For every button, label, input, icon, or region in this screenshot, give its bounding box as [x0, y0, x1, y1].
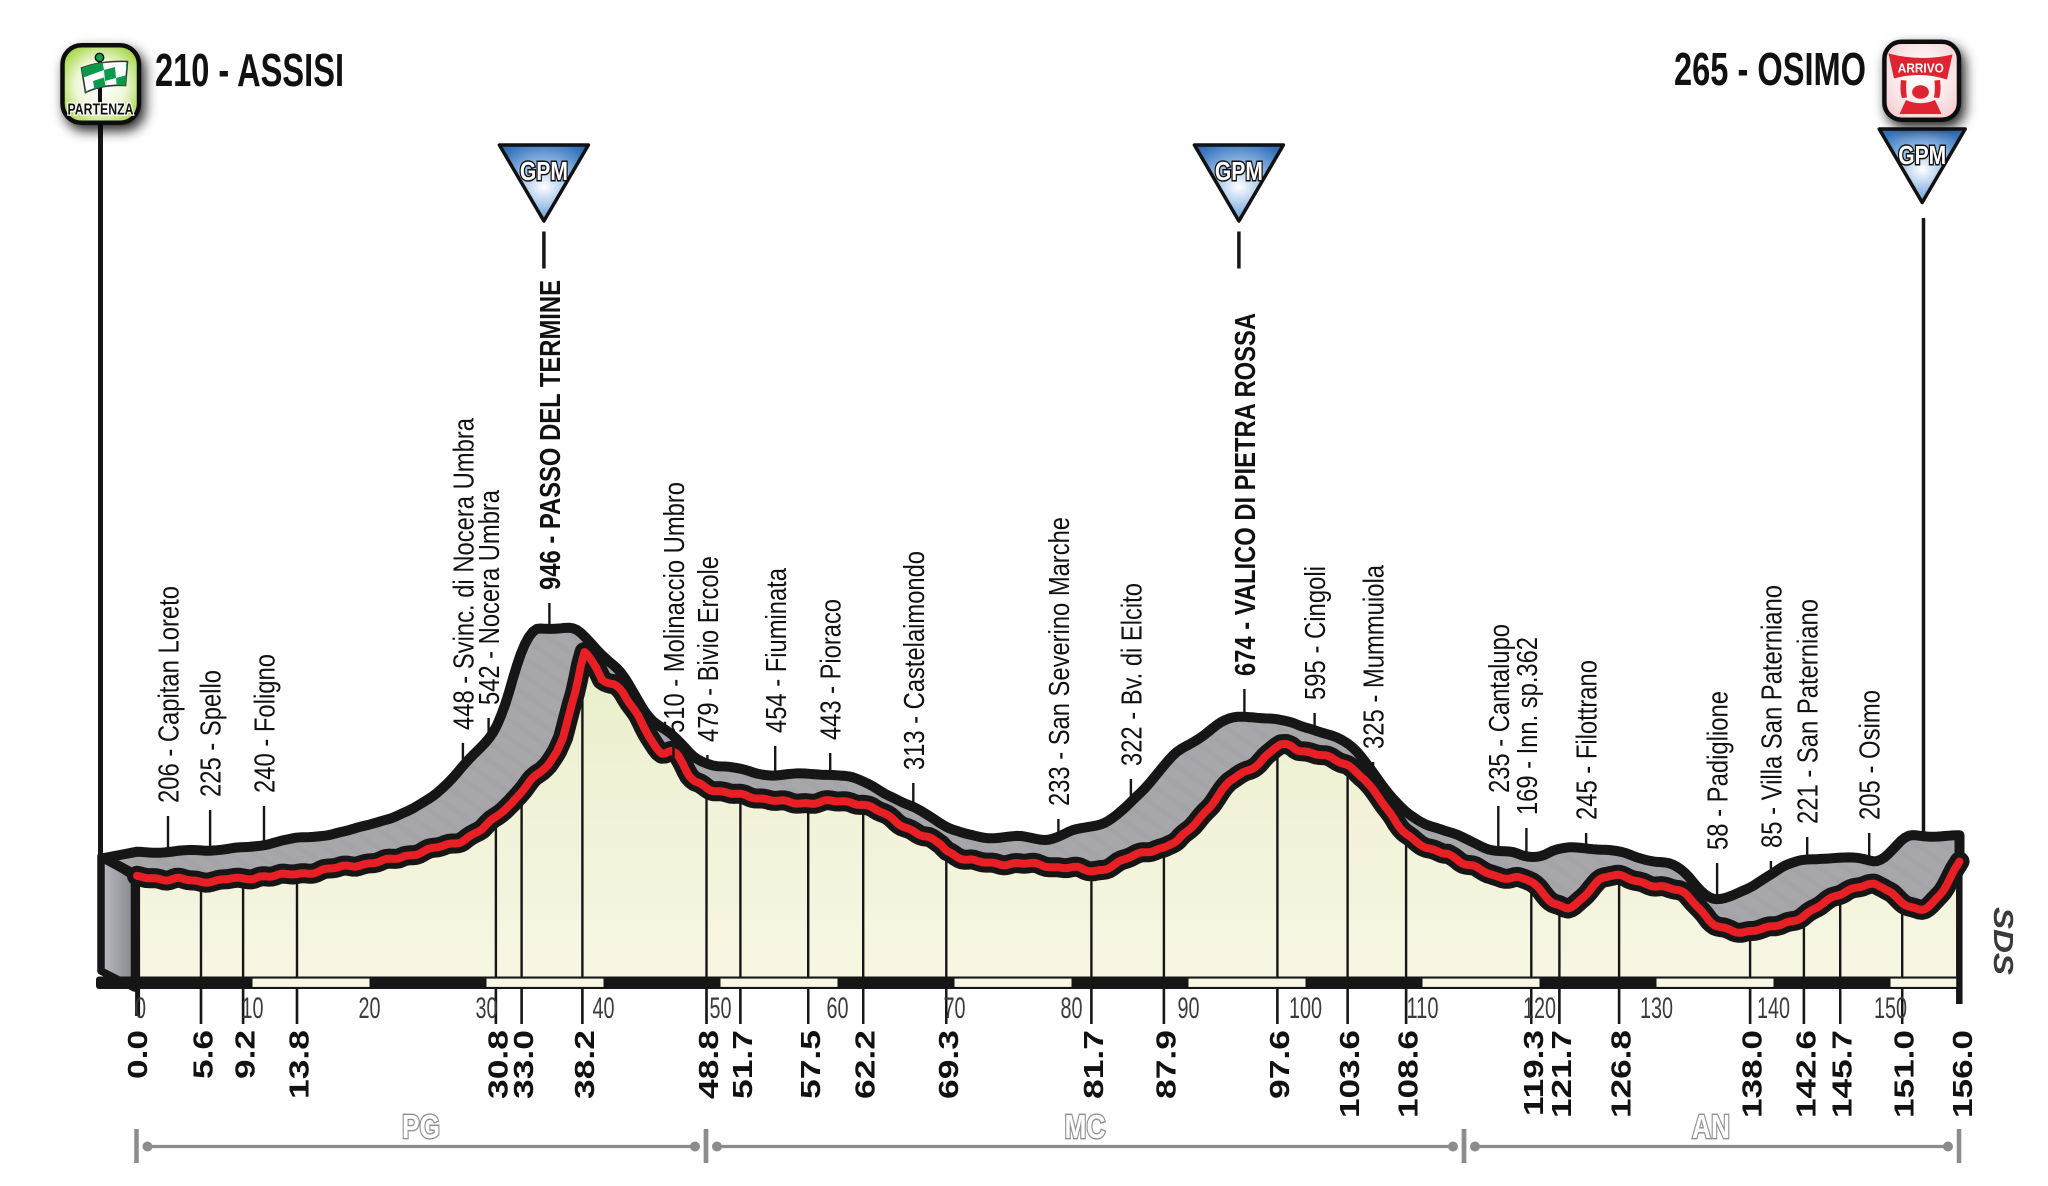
svg-text:13.8: 13.8	[284, 1030, 315, 1099]
svg-text:210 - ASSISI: 210 - ASSISI	[155, 44, 344, 96]
svg-text:265 - OSIMO: 265 - OSIMO	[1674, 43, 1866, 95]
svg-text:130: 130	[1640, 992, 1673, 1025]
svg-text:MC: MC	[1065, 1108, 1106, 1145]
svg-text:150: 150	[1874, 992, 1907, 1025]
svg-text:SDS: SDS	[1988, 907, 2019, 975]
svg-text:0: 0	[135, 992, 146, 1025]
svg-text:90: 90	[1178, 992, 1200, 1025]
svg-text:85 - Villa San Paterniano: 85 - Villa San Paterniano	[1756, 585, 1788, 848]
svg-text:PG: PG	[402, 1108, 440, 1145]
svg-text:51.7: 51.7	[727, 1030, 758, 1099]
svg-text:60: 60	[827, 992, 849, 1025]
svg-text:62.2: 62.2	[850, 1030, 881, 1099]
svg-text:81.7: 81.7	[1078, 1030, 1109, 1099]
svg-text:40: 40	[593, 992, 615, 1025]
svg-text:AN: AN	[1692, 1108, 1730, 1145]
svg-text:GPM: GPM	[1898, 140, 1946, 170]
svg-text:142.6: 142.6	[1790, 1030, 1821, 1118]
svg-text:5.6: 5.6	[188, 1030, 219, 1079]
svg-text:206 - Capitan Loreto: 206 - Capitan Loreto	[154, 586, 186, 803]
svg-text:448 - Svinc. di Nocera Umbra: 448 - Svinc. di Nocera Umbra	[448, 417, 480, 730]
svg-text:110: 110	[1407, 992, 1439, 1025]
svg-text:221 - San Paterniano: 221 - San Paterniano	[1793, 599, 1825, 824]
svg-text:10: 10	[242, 992, 264, 1025]
svg-text:156.0: 156.0	[1947, 1030, 1978, 1118]
svg-text:169 - Inn. sp.362: 169 - Inn. sp.362	[1512, 637, 1544, 815]
svg-text:322 - Bv. di Elcito: 322 - Bv. di Elcito	[1116, 583, 1148, 766]
svg-text:674 - VALICO DI PIETRA ROSSA: 674 - VALICO DI PIETRA ROSSA	[1230, 313, 1262, 676]
svg-text:38.2: 38.2	[569, 1030, 600, 1099]
svg-text:240 - Foligno: 240 - Foligno	[250, 654, 282, 793]
svg-text:443 - Pioraco: 443 - Pioraco	[816, 599, 848, 740]
svg-text:57.5: 57.5	[795, 1030, 826, 1099]
svg-text:70: 70	[944, 992, 966, 1025]
svg-text:145.7: 145.7	[1827, 1030, 1858, 1118]
svg-text:205 - Osimo: 205 - Osimo	[1855, 690, 1887, 820]
svg-text:33.0: 33.0	[508, 1030, 539, 1099]
svg-text:138.0: 138.0	[1737, 1030, 1768, 1118]
svg-text:946 - PASSO DEL TERMINE: 946 - PASSO DEL TERMINE	[535, 280, 567, 590]
svg-text:140: 140	[1757, 992, 1790, 1025]
svg-text:121.7: 121.7	[1546, 1030, 1577, 1118]
svg-text:20: 20	[359, 992, 381, 1025]
svg-text:50: 50	[710, 992, 732, 1025]
svg-text:0.0: 0.0	[122, 1030, 153, 1079]
svg-text:58 - Padiglione: 58 - Padiglione	[1703, 691, 1735, 850]
svg-text:9.2: 9.2	[230, 1030, 261, 1079]
svg-text:97.6: 97.6	[1264, 1030, 1295, 1099]
svg-text:233 - San Severino Marche: 233 - San Severino Marche	[1044, 517, 1076, 806]
svg-text:ARRIVO: ARRIVO	[1898, 62, 1944, 76]
svg-text:103.6: 103.6	[1334, 1030, 1365, 1118]
svg-text:GPM: GPM	[520, 156, 568, 186]
svg-text:454 - Fiuminata: 454 - Fiuminata	[761, 567, 793, 733]
svg-text:108.6: 108.6	[1393, 1030, 1424, 1118]
svg-text:126.8: 126.8	[1606, 1030, 1637, 1118]
svg-text:225 - Spello: 225 - Spello	[196, 670, 228, 797]
svg-text:325 - Mummuiola: 325 - Mummuiola	[1359, 564, 1391, 749]
svg-text:PARTENZA: PARTENZA	[68, 102, 134, 119]
svg-text:542 - Nocera Umbra: 542 - Nocera Umbra	[474, 489, 506, 705]
svg-text:48.8: 48.8	[693, 1030, 724, 1099]
svg-text:120: 120	[1523, 992, 1556, 1025]
svg-text:100: 100	[1289, 992, 1322, 1025]
svg-text:119.3: 119.3	[1518, 1030, 1549, 1116]
svg-text:30.8: 30.8	[482, 1030, 513, 1099]
svg-text:235 - Cantalupo: 235 - Cantalupo	[1484, 624, 1516, 793]
svg-text:87.9: 87.9	[1150, 1030, 1181, 1099]
svg-text:245 - Filottrano: 245 - Filottrano	[1572, 660, 1604, 820]
svg-text:30: 30	[476, 992, 498, 1025]
svg-text:80: 80	[1061, 992, 1083, 1025]
svg-text:151.0: 151.0	[1889, 1030, 1920, 1118]
svg-text:GPM: GPM	[1215, 156, 1263, 186]
svg-text:69.3: 69.3	[933, 1030, 964, 1099]
svg-text:595 - Cingoli: 595 - Cingoli	[1300, 566, 1332, 700]
svg-text:510 - Molinaccio Umbro: 510 - Molinaccio Umbro	[659, 482, 691, 733]
svg-text:479 - Bivio Ercole: 479 - Bivio Ercole	[693, 556, 725, 742]
svg-text:313 - Castelaimondo: 313 - Castelaimondo	[899, 551, 931, 770]
